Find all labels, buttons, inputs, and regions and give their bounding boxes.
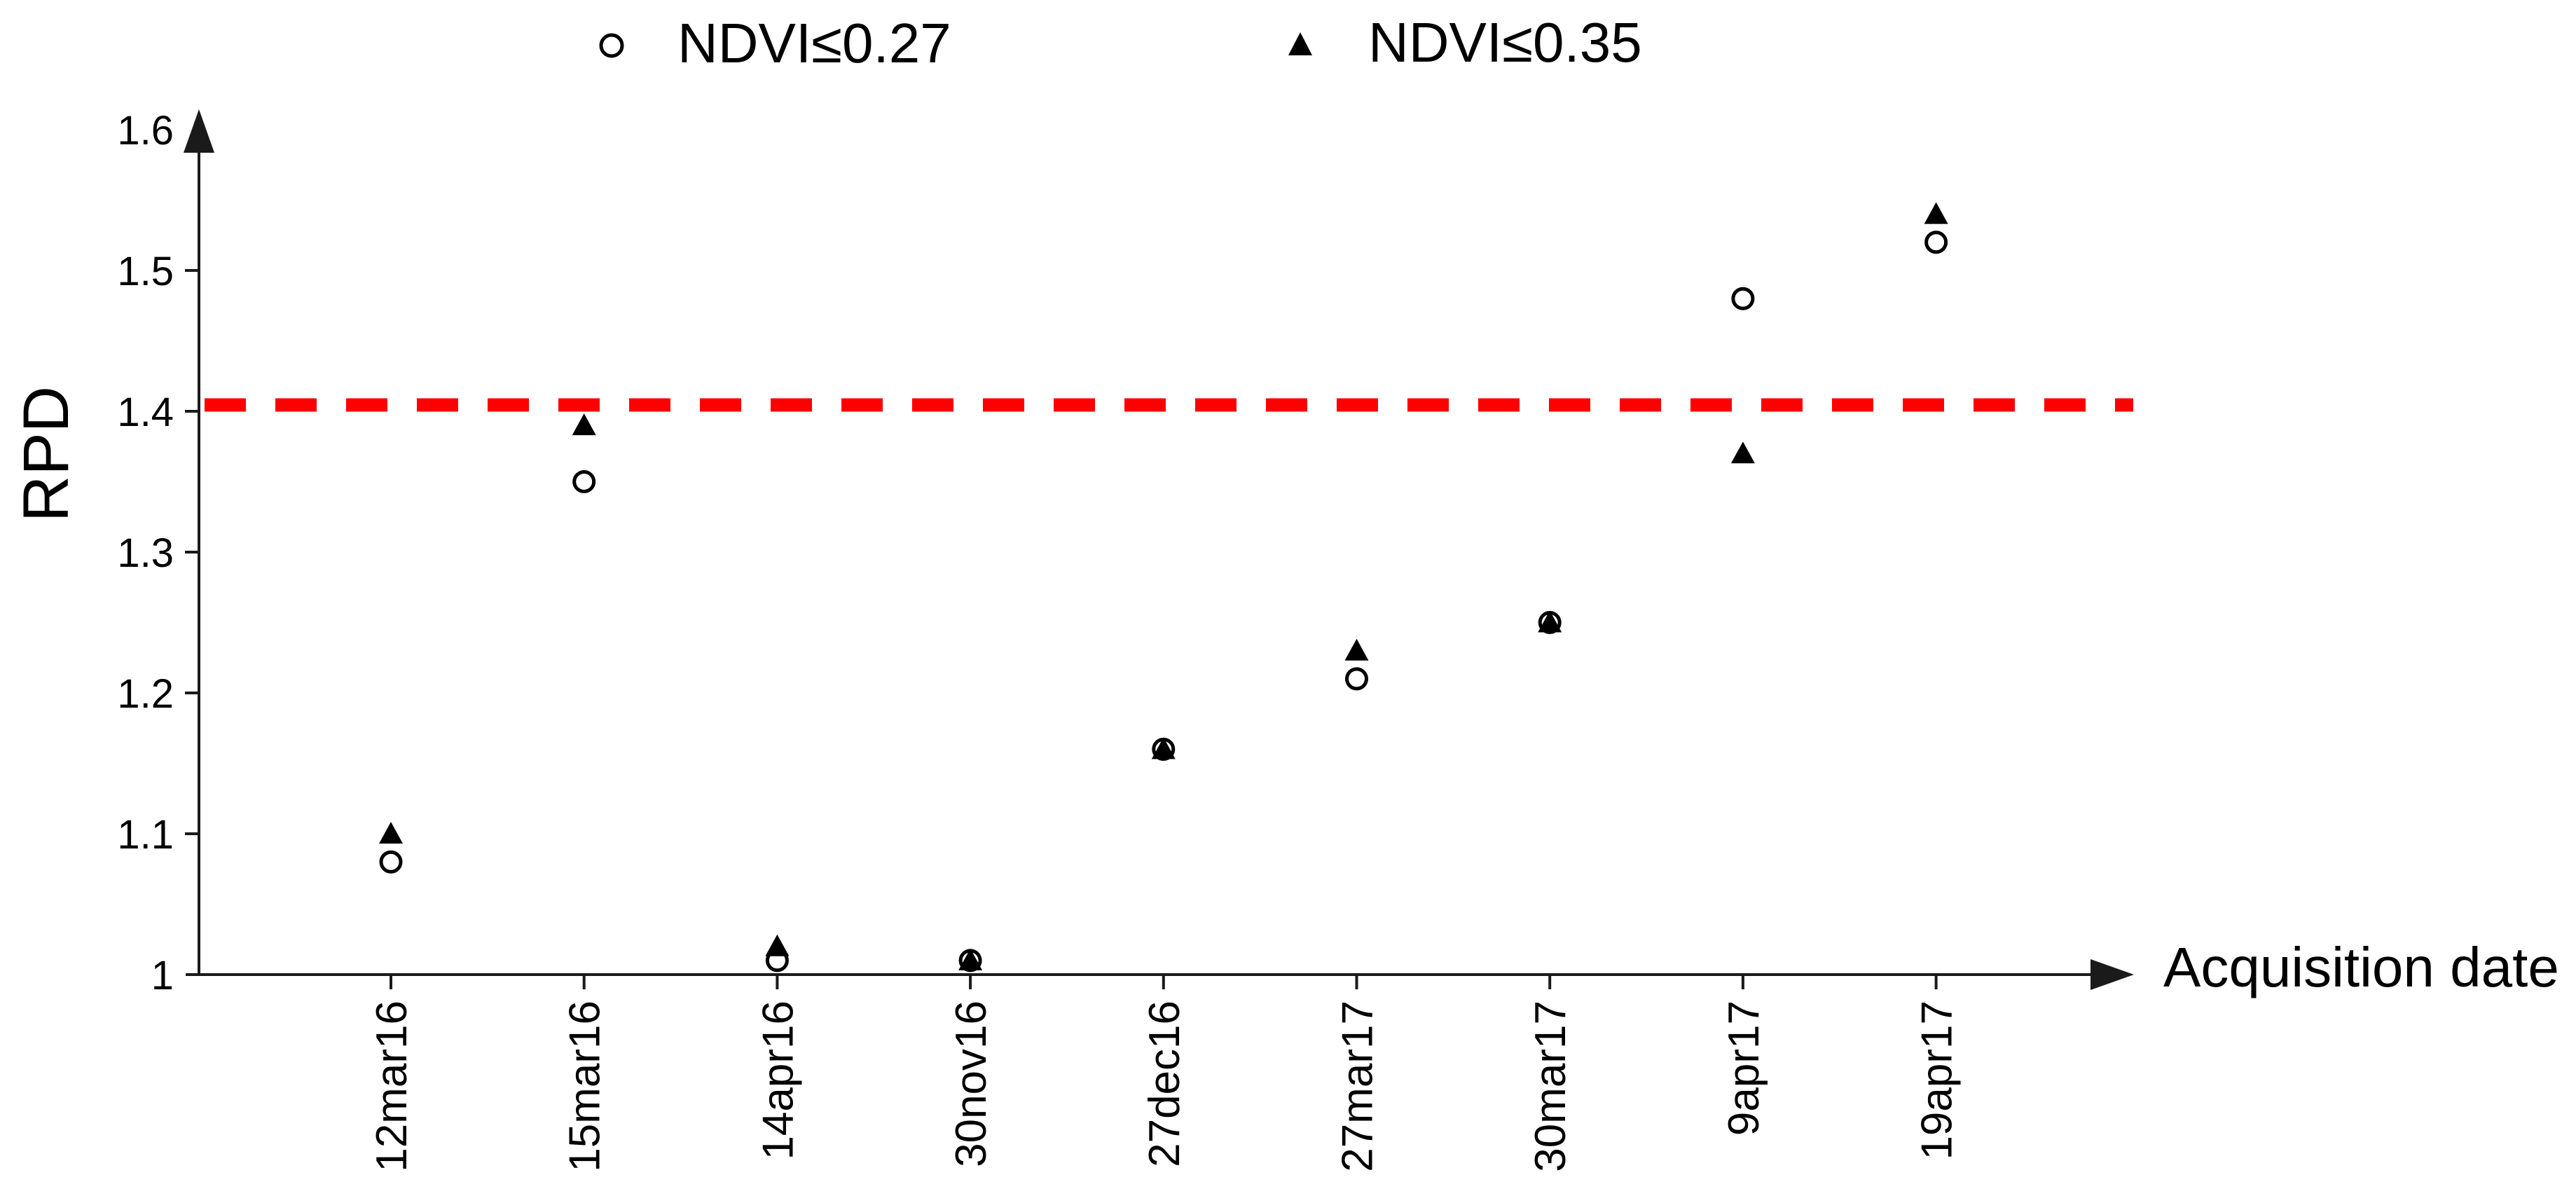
data-point-triangle — [1730, 441, 1755, 464]
data-point-circle — [1731, 287, 1755, 310]
y-tick-label: 1.3 — [117, 530, 174, 576]
data-point-circle — [765, 949, 789, 972]
y-tick-label: 1.5 — [117, 249, 174, 294]
ticks-layer: 1 1.1 1.2 1.3 1.4 1.5 1.6 12mar16 15mar16 14apr16… — [117, 108, 1961, 1172]
data-markers-layer — [379, 202, 1948, 972]
legend-label-ndvi-027: NDVI≤0.27 — [677, 12, 951, 74]
data-point-triangle — [572, 413, 596, 436]
y-tick-label: 1.2 — [117, 671, 174, 717]
x-tick-label: 12mar16 — [368, 1001, 416, 1172]
data-point-triangle — [958, 948, 983, 970]
data-point-triangle — [1344, 638, 1369, 661]
data-point-triangle — [1151, 737, 1176, 759]
data-point-circle — [1345, 667, 1368, 691]
y-tick-label: 1.4 — [117, 390, 174, 435]
filled-triangle-icon — [1288, 32, 1312, 55]
x-tick-label: 27dec16 — [1141, 1001, 1189, 1167]
x-tick-label: 19apr17 — [1913, 1001, 1962, 1160]
data-point-circle — [1924, 231, 1948, 254]
x-tick-label: 27mar17 — [1334, 1001, 1382, 1172]
y-tick-label: 1.1 — [117, 812, 174, 858]
x-tick-label: 14apr16 — [754, 1001, 802, 1160]
y-tick-label: 1.6 — [117, 108, 174, 153]
x-tick-label: 15mar16 — [561, 1001, 609, 1172]
chart-legend: NDVI≤0.27 NDVI≤0.35 — [599, 11, 1642, 74]
legend-label-ndvi-035: NDVI≤0.35 — [1368, 11, 1642, 74]
axes-layer — [184, 109, 2134, 990]
y-axis-arrow-icon — [184, 109, 214, 153]
data-point-triangle — [1538, 610, 1562, 633]
data-point-circle — [958, 949, 982, 972]
data-point-circle — [379, 850, 403, 874]
data-point-circle — [1152, 737, 1176, 761]
x-tick-label: 30nov16 — [947, 1001, 996, 1167]
x-axis-title: Acquisition date — [2163, 936, 2559, 998]
open-circle-icon — [599, 33, 624, 58]
x-axis-arrow-icon — [2091, 959, 2134, 990]
data-point-circle — [572, 470, 596, 493]
y-axis-title: RPD — [11, 386, 82, 522]
data-point-circle — [1538, 611, 1562, 634]
data-point-triangle — [1924, 202, 1948, 224]
data-point-triangle — [379, 822, 403, 844]
y-tick-label: 1 — [151, 953, 174, 998]
x-tick-label: 30mar17 — [1527, 1001, 1575, 1172]
x-tick-label: 9apr17 — [1720, 1001, 1768, 1136]
